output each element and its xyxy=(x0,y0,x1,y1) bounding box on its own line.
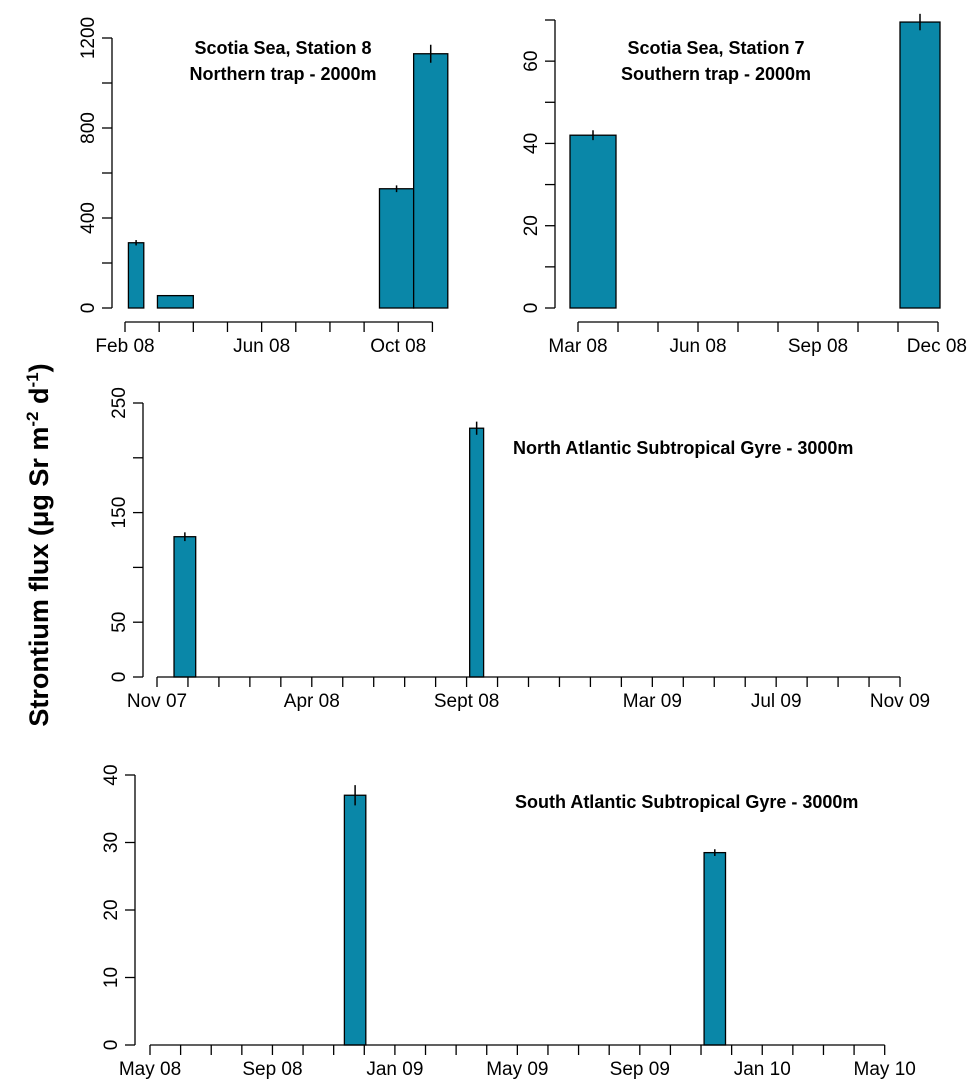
y-tick-label: 0 xyxy=(78,303,99,314)
y-tick-label: 50 xyxy=(109,612,130,633)
y-tick-label: 0 xyxy=(521,303,542,314)
y-tick-label: 0 xyxy=(109,672,130,683)
x-tick-label: Sept 08 xyxy=(434,691,500,712)
y-tick-label: 60 xyxy=(521,51,542,72)
x-tick-label: Feb 08 xyxy=(95,336,154,357)
x-tick-label: Sep 08 xyxy=(242,1059,302,1080)
bar xyxy=(156,294,194,309)
x-tick-label: Jan 09 xyxy=(366,1059,423,1080)
y-tick-label: 20 xyxy=(101,899,122,920)
panel-scotia-sea-station-8: 0 400 800 1200 Feb 08 Jun 08 Oct 08 Scotia Sea,… xyxy=(78,17,449,357)
panel-south-atlantic-gyre: 0 10 20 30 40 May 08 Sep 08 Jan 09 May 09 Sep 09 J… xyxy=(101,764,916,1080)
x-tick-label: Jan 10 xyxy=(734,1059,791,1080)
panel-title: Scotia Sea, Station 7 xyxy=(627,38,804,58)
y-tick-label: 250 xyxy=(109,387,130,419)
x-tick-label: Dec 08 xyxy=(907,336,967,357)
x-tick-label: May 09 xyxy=(486,1059,548,1080)
shared-y-axis-label: Strontium flux (μg Sr m-2 d-1) xyxy=(23,363,54,726)
y-tick-label: 40 xyxy=(521,133,542,154)
bar xyxy=(343,794,367,1046)
x-tick-label: May 10 xyxy=(854,1059,916,1080)
panel-title: Southern trap - 2000m xyxy=(621,64,811,84)
bar xyxy=(469,427,485,678)
bar xyxy=(412,53,449,309)
x-tick-label: Mar 09 xyxy=(623,691,682,712)
x-tick-label: Jun 08 xyxy=(233,336,290,357)
panel-title: South Atlantic Subtropical Gyre - 3000m xyxy=(515,792,858,812)
bar xyxy=(899,21,941,309)
y-tick-label: 40 xyxy=(101,764,122,785)
y-tick-label: 150 xyxy=(109,497,130,529)
x-tick-label: Nov 07 xyxy=(127,691,187,712)
y-tick-label: 0 xyxy=(101,1040,122,1051)
bar xyxy=(703,851,727,1046)
x-tick-label: Mar 08 xyxy=(548,336,607,357)
panel-scotia-sea-station-7: 0 20 40 60 Mar 08 Jun 08 Sep 08 Dec 08 Scotia Se… xyxy=(521,13,967,357)
y-tick-label: 30 xyxy=(101,832,122,853)
x-tick-label: Apr 08 xyxy=(284,691,340,712)
y-tick-label: 800 xyxy=(78,112,99,144)
x-tick-label: Oct 08 xyxy=(370,336,426,357)
x-tick-label: Jul 09 xyxy=(751,691,802,712)
x-tick-label: Jun 08 xyxy=(669,336,726,357)
y-tick-label: 400 xyxy=(78,202,99,234)
y-tick-label: 20 xyxy=(521,215,542,236)
x-tick-label: Sep 08 xyxy=(788,336,848,357)
panel-title: Northern trap - 2000m xyxy=(189,64,376,84)
x-tick-label: Sep 09 xyxy=(610,1059,670,1080)
bar xyxy=(173,536,197,678)
bar xyxy=(127,242,145,309)
panel-title: North Atlantic Subtropical Gyre - 3000m xyxy=(513,438,853,458)
x-tick-label: May 08 xyxy=(119,1059,181,1080)
y-tick-label: 10 xyxy=(101,967,122,988)
bar xyxy=(378,188,415,309)
panel-title: Scotia Sea, Station 8 xyxy=(194,38,371,58)
bar xyxy=(569,134,617,309)
panel-north-atlantic-gyre: 0 50 150 250 Nov 07 Apr 08 Sept 08 Mar 09 Jul 09… xyxy=(109,387,930,712)
x-tick-label: Nov 09 xyxy=(870,691,930,712)
y-tick-label: 1200 xyxy=(78,17,99,59)
